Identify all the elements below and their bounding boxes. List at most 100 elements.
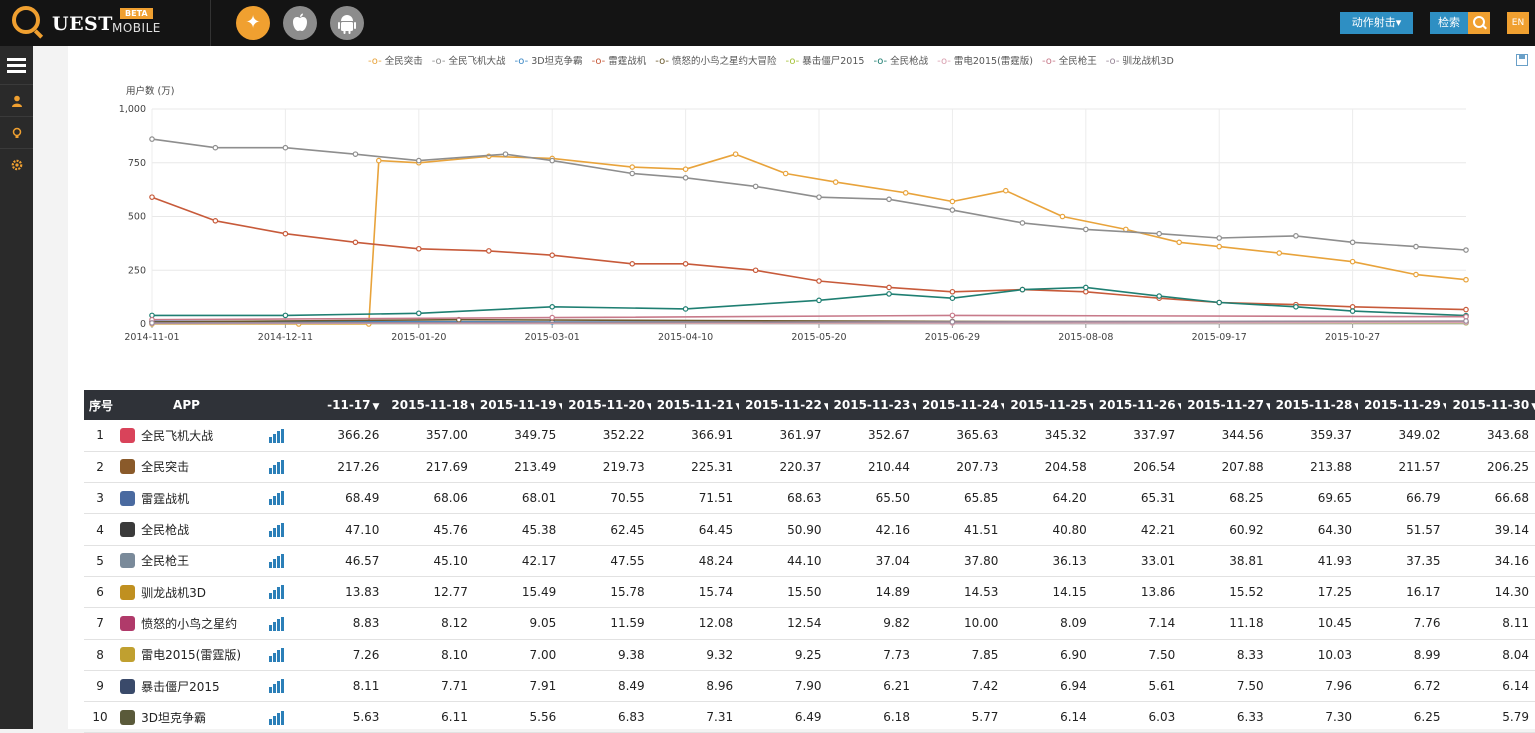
app-cell[interactable]: 驯龙战机3D — [116, 576, 257, 607]
user-icon[interactable] — [0, 84, 33, 117]
legend-item-9[interactable]: -o- 驯龙战机3D — [1106, 53, 1174, 67]
sort-arrow-icon[interactable]: ▼ — [1442, 402, 1447, 412]
sort-arrow-icon[interactable]: ▼ — [1089, 402, 1093, 412]
app-name[interactable]: 3D坦克争霸 — [141, 710, 207, 725]
trend-chart-icon[interactable] — [268, 460, 285, 475]
date-header-9[interactable]: 2015-11-26 ▼ — [1093, 390, 1181, 420]
trend-chart-icon[interactable] — [268, 710, 285, 725]
date-header-3[interactable]: 2015-11-20 ▼ — [562, 390, 650, 420]
logo[interactable]: UEST BETA MOBILE — [10, 4, 200, 42]
sort-arrow-icon[interactable]: ▼ — [372, 402, 380, 412]
search-icon[interactable] — [1468, 12, 1490, 34]
date-header-12[interactable]: 2015-11-29 ▼ — [1358, 390, 1446, 420]
trend-chart-icon[interactable] — [268, 647, 285, 662]
sort-arrow-icon[interactable]: ▼ — [823, 402, 828, 412]
sort-arrow-icon[interactable]: ▼ — [558, 402, 563, 412]
series-line-6 — [152, 286, 1467, 317]
table-row[interactable]: 9 暴击僵尸2015 8.11 7.71 7.91 8.49 8.96 7.90 6.21 7.4… — [84, 670, 1535, 702]
table-row[interactable]: 2 全民突击 217.26 217.69 213.49 219.73 225.31 220.3… — [84, 451, 1535, 483]
gear-icon[interactable] — [0, 148, 33, 181]
sort-arrow-icon[interactable]: ▼ — [470, 402, 474, 412]
sort-arrow-icon[interactable]: ▼ — [1177, 402, 1182, 412]
date-header-5[interactable]: 2015-11-22 ▼ — [739, 390, 827, 420]
platform-all-button[interactable]: ✦ — [236, 6, 270, 40]
app-name[interactable]: 愤怒的小鸟之星约 — [141, 616, 238, 631]
bulb-icon[interactable] — [0, 116, 33, 149]
date-header-13[interactable]: 2015-11-30 ▼ — [1446, 390, 1535, 420]
platform-android-button[interactable] — [330, 6, 364, 40]
app-name[interactable]: 雷霆战机 — [141, 491, 190, 506]
value-cell: 10.00 — [964, 616, 999, 631]
app-name[interactable]: 驯龙战机3D — [141, 585, 207, 600]
app-name[interactable]: 暴击僵尸2015 — [141, 679, 220, 694]
table-header-row: 序号 APP -11-17 ▼ 2015-11-18 ▼ 2015-11-19 ▼ 2015… — [84, 390, 1535, 420]
app-cell[interactable]: 全民飞机大战 — [116, 420, 257, 451]
app-cell[interactable]: 愤怒的小鸟之星约 — [116, 608, 257, 639]
platform-ios-button[interactable] — [283, 6, 317, 40]
legend-item-2[interactable]: -o- 3D坦克争霸 — [514, 53, 582, 67]
app-cell[interactable]: 全民突击 — [116, 451, 257, 482]
legend-item-6[interactable]: -o- 全民枪战 — [873, 53, 928, 67]
app-header[interactable]: APP — [173, 398, 200, 412]
trend-chart-icon[interactable] — [268, 522, 285, 537]
rank-header: 序号 — [89, 398, 114, 413]
value-cell: 15.74 — [698, 585, 734, 600]
trend-chart-icon[interactable] — [268, 491, 285, 506]
sort-arrow-icon[interactable]: ▼ — [1531, 402, 1535, 412]
app-cell[interactable]: 雷电2015(雷霆版) — [116, 639, 257, 670]
app-name[interactable]: 全民枪战 — [141, 523, 190, 538]
hamburger-icon[interactable] — [7, 58, 26, 74]
sort-arrow-icon[interactable]: ▼ — [647, 402, 651, 412]
date-header-1[interactable]: 2015-11-18 ▼ — [385, 390, 473, 420]
trend-chart-icon[interactable] — [268, 428, 285, 443]
date-header-4[interactable]: 2015-11-21 ▼ — [651, 390, 739, 420]
save-image-icon[interactable] — [1516, 54, 1528, 66]
date-header-2[interactable]: 2015-11-19 ▼ — [474, 390, 562, 420]
table-row[interactable]: 7 愤怒的小鸟之星约 8.83 8.12 9.05 11.59 12.08 12.54 9.82… — [84, 608, 1535, 640]
legend-item-0[interactable]: -o- 全民突击 — [368, 53, 423, 67]
legend-item-7[interactable]: -o- 雷电2015(雷霆版) — [937, 53, 1033, 67]
trend-chart-icon[interactable] — [268, 679, 285, 694]
table-row[interactable]: 5 全民枪王 46.57 45.10 42.17 47.55 48.24 44.10 37.04… — [84, 545, 1535, 577]
sort-arrow-icon[interactable]: ▼ — [735, 402, 740, 412]
date-header-10[interactable]: 2015-11-27 ▼ — [1181, 390, 1269, 420]
sort-arrow-icon[interactable]: ▼ — [1354, 402, 1359, 412]
table-row[interactable]: 1 全民飞机大战 366.26 357.00 349.75 352.22 366.91 361… — [84, 420, 1535, 452]
sort-arrow-icon[interactable]: ▼ — [1000, 402, 1005, 412]
trend-chart-icon[interactable] — [268, 585, 285, 600]
date-header-7[interactable]: 2015-11-24 ▼ — [916, 390, 1004, 420]
legend-label: 愤怒的小鸟之星约大冒险 — [672, 56, 777, 67]
app-cell[interactable]: 全民枪王 — [116, 545, 257, 576]
app-name[interactable]: 全民飞机大战 — [141, 428, 214, 443]
legend-item-5[interactable]: -o- 暴击僵尸2015 — [786, 53, 865, 67]
app-name[interactable]: 全民突击 — [141, 460, 190, 475]
language-button[interactable]: EN — [1507, 12, 1529, 34]
sort-arrow-icon[interactable]: ▼ — [912, 402, 916, 412]
value-cell: 39.14 — [1494, 522, 1529, 537]
app-cell[interactable]: 雷霆战机 — [116, 483, 257, 514]
app-name[interactable]: 雷电2015(雷霆版) — [141, 648, 242, 663]
date-header-6[interactable]: 2015-11-23 ▼ — [828, 390, 916, 420]
category-dropdown[interactable]: 动作射击▾ — [1340, 12, 1413, 34]
search-label[interactable]: 检索 — [1430, 12, 1468, 34]
table-row[interactable]: 8 雷电2015(雷霆版) 7.26 8.10 7.00 9.38 9.32 9.25 7.73… — [84, 639, 1535, 671]
table-row[interactable]: 4 全民枪战 47.10 45.76 45.38 62.45 64.45 50.90 42.16… — [84, 514, 1535, 546]
table-row[interactable]: 6 驯龙战机3D 13.83 12.77 15.49 15.78 15.74 15.50 14.… — [84, 576, 1535, 608]
date-header-8[interactable]: 2015-11-25 ▼ — [1004, 390, 1092, 420]
legend-item-3[interactable]: -o- 雷霆战机 — [592, 53, 647, 67]
app-name[interactable]: 全民枪王 — [141, 554, 190, 569]
trend-chart-icon[interactable] — [268, 616, 285, 631]
legend-item-1[interactable]: -o- 全民飞机大战 — [432, 53, 506, 67]
sort-arrow-icon[interactable]: ▼ — [1265, 402, 1270, 412]
legend-item-8[interactable]: -o- 全民枪王 — [1042, 53, 1097, 67]
trend-chart-icon[interactable] — [268, 554, 285, 569]
app-cell[interactable]: 暴击僵尸2015 — [116, 670, 257, 701]
app-cell[interactable]: 3D坦克争霸 — [116, 702, 257, 733]
date-header-0[interactable]: -11-17 ▼ — [297, 390, 385, 420]
table-row[interactable]: 3 雷霆战机 68.49 68.06 68.01 70.55 71.51 68.63 65.50… — [84, 483, 1535, 514]
legend-item-4[interactable]: -o- 愤怒的小鸟之星约大冒险 — [655, 53, 776, 67]
date-header-11[interactable]: 2015-11-28 ▼ — [1270, 390, 1358, 420]
series-point-1 — [816, 194, 822, 200]
table-row[interactable]: 10 3D坦克争霸 5.63 6.11 5.56 6.83 7.31 6.49 6.18 5.77… — [84, 702, 1535, 733]
app-cell[interactable]: 全民枪战 — [116, 514, 257, 545]
